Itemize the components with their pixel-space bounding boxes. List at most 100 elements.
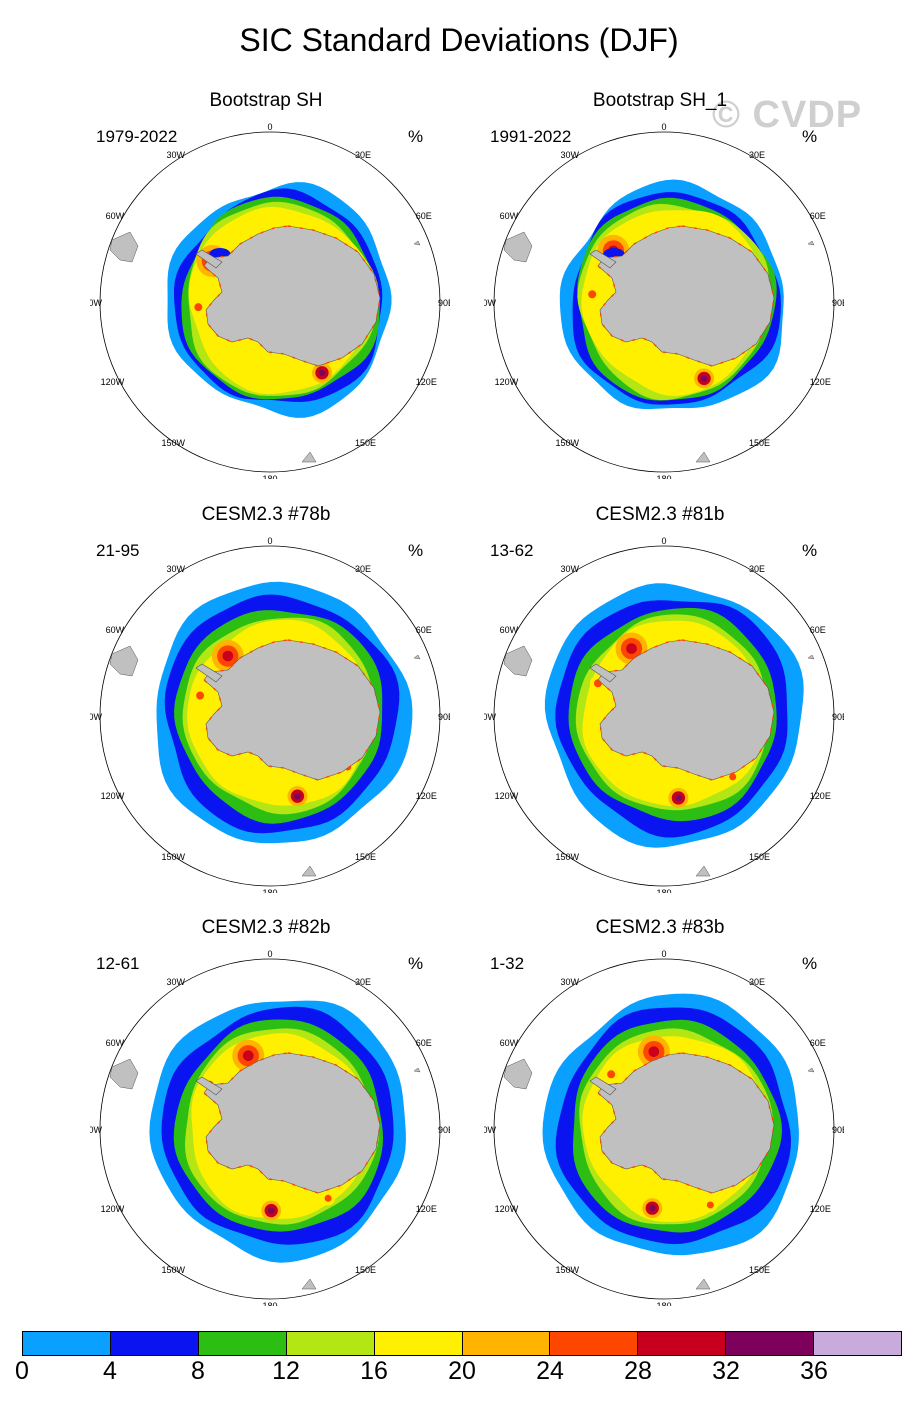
longitude-label: 90E <box>832 1125 844 1135</box>
map-panel: CESM2.3 #81b 13-62% 0 30E 60E 90E 120E 150E 180 1… <box>394 504 844 909</box>
map-panel: CESM2.3 #82b 12-61% 0 30E 60E 90E 120E 150E 180 1… <box>0 917 450 1322</box>
longitude-label: 30E <box>355 977 371 987</box>
longitude-label: 120E <box>810 377 831 387</box>
colorbar-label: 36 <box>800 1357 828 1385</box>
longitude-label: 180 <box>262 474 277 479</box>
longitude-label: 60W <box>106 211 125 221</box>
polar-map: 0 30E 60E 90E 120E 150E 180 150W 120W 90W 60W 30W <box>484 949 844 1306</box>
colorbar-box <box>110 1331 199 1356</box>
colorbar-label: 4 <box>103 1357 117 1385</box>
longitude-label: 150W <box>161 852 185 862</box>
map-panel: CESM2.3 #78b 21-95% 0 30E 60E 90E 120E 150E 180 1… <box>0 504 450 909</box>
longitude-label: 150W <box>555 852 579 862</box>
panel-title: Bootstrap SH <box>209 90 323 111</box>
longitude-label: 60E <box>810 1038 826 1048</box>
longitude-label: 0 <box>661 536 666 546</box>
longitude-label: 150E <box>355 438 376 448</box>
colorbar-box <box>638 1331 727 1356</box>
panel-unit: % <box>802 541 818 560</box>
panel-unit: % <box>408 954 424 973</box>
colorbar-box <box>462 1331 551 1356</box>
longitude-label: 60W <box>106 625 125 635</box>
panel-years: 1-32 <box>490 954 525 973</box>
longitude-label: 180 <box>656 474 671 479</box>
panel-years: 12-61 <box>96 954 140 973</box>
panel-unit: % <box>802 127 818 146</box>
longitude-label: 150E <box>749 1265 770 1275</box>
longitude-label: 0 <box>661 122 666 132</box>
map-panel: Bootstrap SH 1979-2022% 0 30E 60E 90E 120E 150E… <box>0 90 450 495</box>
panel-title: Bootstrap SH_1 <box>592 90 728 111</box>
longitude-label: 120E <box>810 1204 831 1214</box>
longitude-label: 120E <box>416 791 437 801</box>
longitude-label: 30E <box>749 564 765 574</box>
longitude-label: 90W <box>90 1125 102 1135</box>
polar-map: 0 30E 60E 90E 120E 150E 180 150W 120W 90W 60W 30W <box>484 122 844 479</box>
colorbar-label: 8 <box>191 1357 205 1385</box>
colorbar-box <box>286 1331 375 1356</box>
longitude-label: 90W <box>484 298 496 308</box>
longitude-label: 120W <box>495 1204 519 1214</box>
colorbar-label: 32 <box>712 1357 740 1385</box>
longitude-label: 180 <box>262 888 277 893</box>
longitude-label: 150W <box>161 1265 185 1275</box>
longitude-label: 60E <box>810 625 826 635</box>
cvdp-watermark: © CVDP <box>712 94 863 136</box>
colorbar-box <box>814 1331 903 1356</box>
longitude-label: 120E <box>416 1204 437 1214</box>
longitude-label: 90E <box>832 298 844 308</box>
longitude-label: 0 <box>267 122 272 132</box>
longitude-label: 90W <box>484 712 496 722</box>
colorbar-label: 24 <box>536 1357 564 1385</box>
longitude-label: 120E <box>810 791 831 801</box>
figure-title: SIC Standard Deviations (DJF) <box>239 22 679 58</box>
colorbar-box <box>374 1331 463 1356</box>
map-panel: CESM2.3 #83b 1-32% 0 30E 60E 90E 120E 150E 180 15… <box>394 917 844 1322</box>
colorbar-box <box>198 1331 287 1356</box>
panel-years: 13-62 <box>490 541 534 560</box>
colorbar-label: 16 <box>360 1357 388 1385</box>
longitude-label: 30W <box>166 977 185 987</box>
longitude-label: 90E <box>438 298 450 308</box>
colorbar-label: 28 <box>624 1357 652 1385</box>
longitude-label: 90E <box>832 712 844 722</box>
longitude-label: 90W <box>90 712 102 722</box>
longitude-label: 150E <box>749 438 770 448</box>
panel-unit: % <box>408 541 424 560</box>
polar-map: 0 30E 60E 90E 120E 150E 180 150W 120W 90W 60W 30W <box>90 122 450 479</box>
longitude-label: 0 <box>267 949 272 959</box>
longitude-label: 0 <box>267 536 272 546</box>
colorbar-label: 0 <box>15 1357 29 1385</box>
longitude-label: 120W <box>495 791 519 801</box>
panel-title: CESM2.3 #78b <box>201 504 331 525</box>
longitude-label: 180 <box>656 888 671 893</box>
panel-title: CESM2.3 #82b <box>201 917 331 938</box>
colorbar-label: 12 <box>272 1357 300 1385</box>
longitude-label: 150W <box>555 438 579 448</box>
panel-years: 1991-2022 <box>490 127 572 146</box>
panel-years: 21-95 <box>96 541 140 560</box>
longitude-label: 120E <box>416 377 437 387</box>
longitude-label: 150E <box>355 852 376 862</box>
longitude-label: 120W <box>495 377 519 387</box>
panel-title: CESM2.3 #83b <box>595 917 725 938</box>
longitude-label: 30E <box>355 564 371 574</box>
longitude-label: 180 <box>656 1301 671 1306</box>
colorbar-box <box>726 1331 815 1356</box>
longitude-label: 90E <box>438 1125 450 1135</box>
colorbar <box>22 1331 903 1356</box>
panel-title: CESM2.3 #81b <box>595 504 725 525</box>
longitude-label: 120W <box>101 1204 125 1214</box>
map-panel: Bootstrap SH_1 1991-2022% 0 30E 60E 90E 120E 15… <box>394 90 844 495</box>
longitude-label: 90W <box>484 1125 496 1135</box>
longitude-label: 30E <box>749 150 765 160</box>
longitude-label: 120W <box>101 791 125 801</box>
longitude-label: 30W <box>166 150 185 160</box>
longitude-label: 150W <box>555 1265 579 1275</box>
longitude-label: 150E <box>355 1265 376 1275</box>
longitude-label: 30W <box>560 977 579 987</box>
longitude-label: 0 <box>661 949 666 959</box>
longitude-label: 150E <box>749 852 770 862</box>
longitude-label: 30E <box>749 977 765 987</box>
longitude-label: 60W <box>500 1038 519 1048</box>
